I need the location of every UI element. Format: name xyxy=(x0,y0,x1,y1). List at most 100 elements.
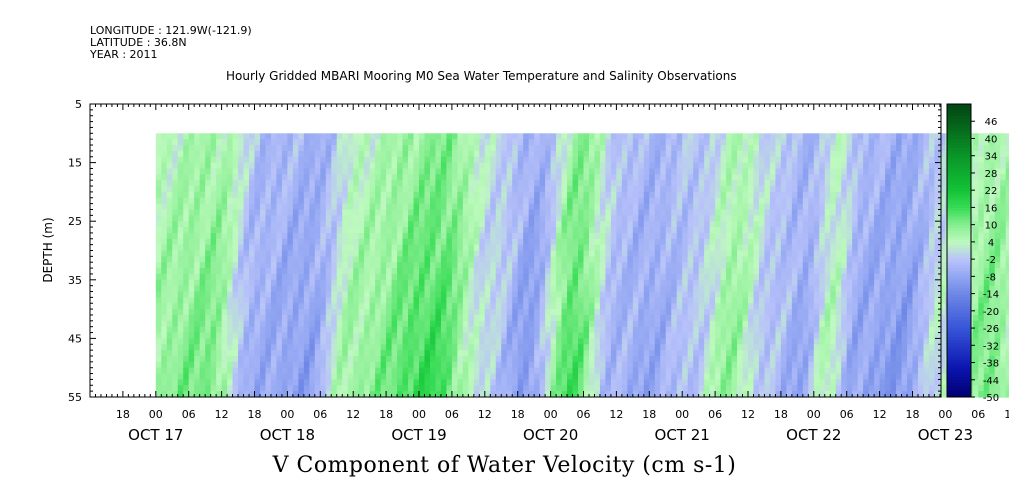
heatmap-cell xyxy=(325,156,332,164)
heatmap-cell xyxy=(490,297,497,304)
heatmap-cell xyxy=(298,156,305,164)
heatmap-cell xyxy=(270,133,278,140)
heatmap-cell xyxy=(627,379,634,386)
heatmap-cell xyxy=(265,279,272,287)
heatmap-cell xyxy=(594,150,601,158)
heatmap-cell xyxy=(429,309,437,316)
heatmap-cell xyxy=(270,273,278,281)
heatmap-cell xyxy=(457,268,464,275)
heatmap-cell xyxy=(627,373,634,381)
heatmap-cell xyxy=(440,180,448,187)
heatmap-cell xyxy=(638,326,645,334)
heatmap-cell xyxy=(594,361,601,369)
heatmap-cell xyxy=(210,309,217,316)
heatmap-cell xyxy=(457,162,464,170)
heatmap-cell xyxy=(737,256,744,263)
heatmap-cell xyxy=(632,209,639,216)
heatmap-cell xyxy=(545,244,552,252)
heatmap-cell xyxy=(720,332,727,339)
heatmap-cell xyxy=(550,238,557,246)
heatmap-cell xyxy=(166,227,173,234)
heatmap-cell xyxy=(314,162,321,170)
heatmap-cell xyxy=(397,279,404,287)
heatmap-cell xyxy=(314,186,321,193)
heatmap-cell xyxy=(391,367,398,375)
heatmap-cell xyxy=(336,355,343,363)
heatmap-cell xyxy=(342,168,349,175)
heatmap-cell xyxy=(627,203,634,211)
heatmap-cell xyxy=(506,168,513,175)
heatmap-cell xyxy=(408,139,415,146)
heatmap-cell xyxy=(155,232,162,240)
heatmap-cell xyxy=(216,250,223,257)
heatmap-cell xyxy=(742,314,749,322)
heatmap-cell xyxy=(331,303,338,310)
heatmap-cell xyxy=(638,320,645,328)
heatmap-cell xyxy=(490,139,497,146)
heatmap-cell xyxy=(539,238,546,246)
heatmap-cell xyxy=(325,285,332,293)
heatmap-cell xyxy=(265,244,272,252)
heatmap-cell xyxy=(199,303,206,310)
heatmap-cell xyxy=(715,139,722,146)
heatmap-cell xyxy=(265,227,272,234)
heatmap-cell xyxy=(709,197,716,205)
heatmap-cell xyxy=(303,180,310,187)
heatmap-cell xyxy=(188,279,195,287)
heatmap-cell xyxy=(479,139,486,146)
heatmap-cell xyxy=(457,326,464,334)
heatmap-cell xyxy=(539,215,546,222)
heatmap-cell xyxy=(325,385,332,392)
heatmap-cell xyxy=(534,332,541,339)
heatmap-cell xyxy=(265,238,272,246)
heatmap-cell xyxy=(227,174,234,181)
heatmap-cell xyxy=(468,221,475,228)
heatmap-cell xyxy=(457,203,464,211)
heatmap-cell xyxy=(698,291,705,298)
heatmap-cell xyxy=(342,209,349,216)
heatmap-cell xyxy=(534,256,541,263)
heatmap-cell xyxy=(567,197,574,205)
heatmap-cell xyxy=(649,297,656,304)
heatmap-cell xyxy=(402,262,409,269)
heatmap-cell xyxy=(309,373,316,381)
heatmap-cell xyxy=(715,256,722,263)
heatmap-cell xyxy=(720,203,727,211)
heatmap-cell xyxy=(643,250,650,257)
heatmap-cell xyxy=(627,285,634,293)
heatmap-cell xyxy=(748,191,755,199)
heatmap-cell xyxy=(342,391,349,398)
heatmap-cell xyxy=(654,262,661,269)
heatmap-cell xyxy=(287,391,294,398)
heatmap-cell xyxy=(227,227,234,234)
heatmap-cell xyxy=(693,361,700,369)
heatmap-cell xyxy=(534,297,541,304)
heatmap-cell xyxy=(358,338,365,345)
heatmap-cell xyxy=(517,314,524,322)
heatmap-cell xyxy=(391,227,398,234)
heatmap-cell xyxy=(753,145,760,152)
heatmap-cell xyxy=(567,150,574,158)
heatmap-cell xyxy=(287,250,294,257)
heatmap-cell xyxy=(177,291,184,298)
heatmap-cell xyxy=(183,203,190,211)
heatmap-cell xyxy=(550,350,557,357)
heatmap-cell xyxy=(479,162,486,170)
heatmap-cell xyxy=(188,133,195,140)
heatmap-cell xyxy=(227,338,234,345)
heatmap-cell xyxy=(238,268,245,275)
heatmap-cell xyxy=(254,250,261,257)
heatmap-cell xyxy=(243,221,250,228)
heatmap-cell xyxy=(715,326,722,334)
heatmap-cell xyxy=(567,168,574,175)
heatmap-cell xyxy=(561,285,568,293)
heatmap-cell xyxy=(440,150,448,158)
heatmap-cell xyxy=(320,268,327,275)
heatmap-cell xyxy=(479,350,486,357)
heatmap-cell xyxy=(380,145,387,152)
heatmap-cell xyxy=(599,232,607,240)
heatmap-cell xyxy=(599,373,607,381)
heatmap-cell xyxy=(693,197,700,205)
heatmap-cell xyxy=(468,250,475,257)
heatmap-cell xyxy=(391,291,398,298)
